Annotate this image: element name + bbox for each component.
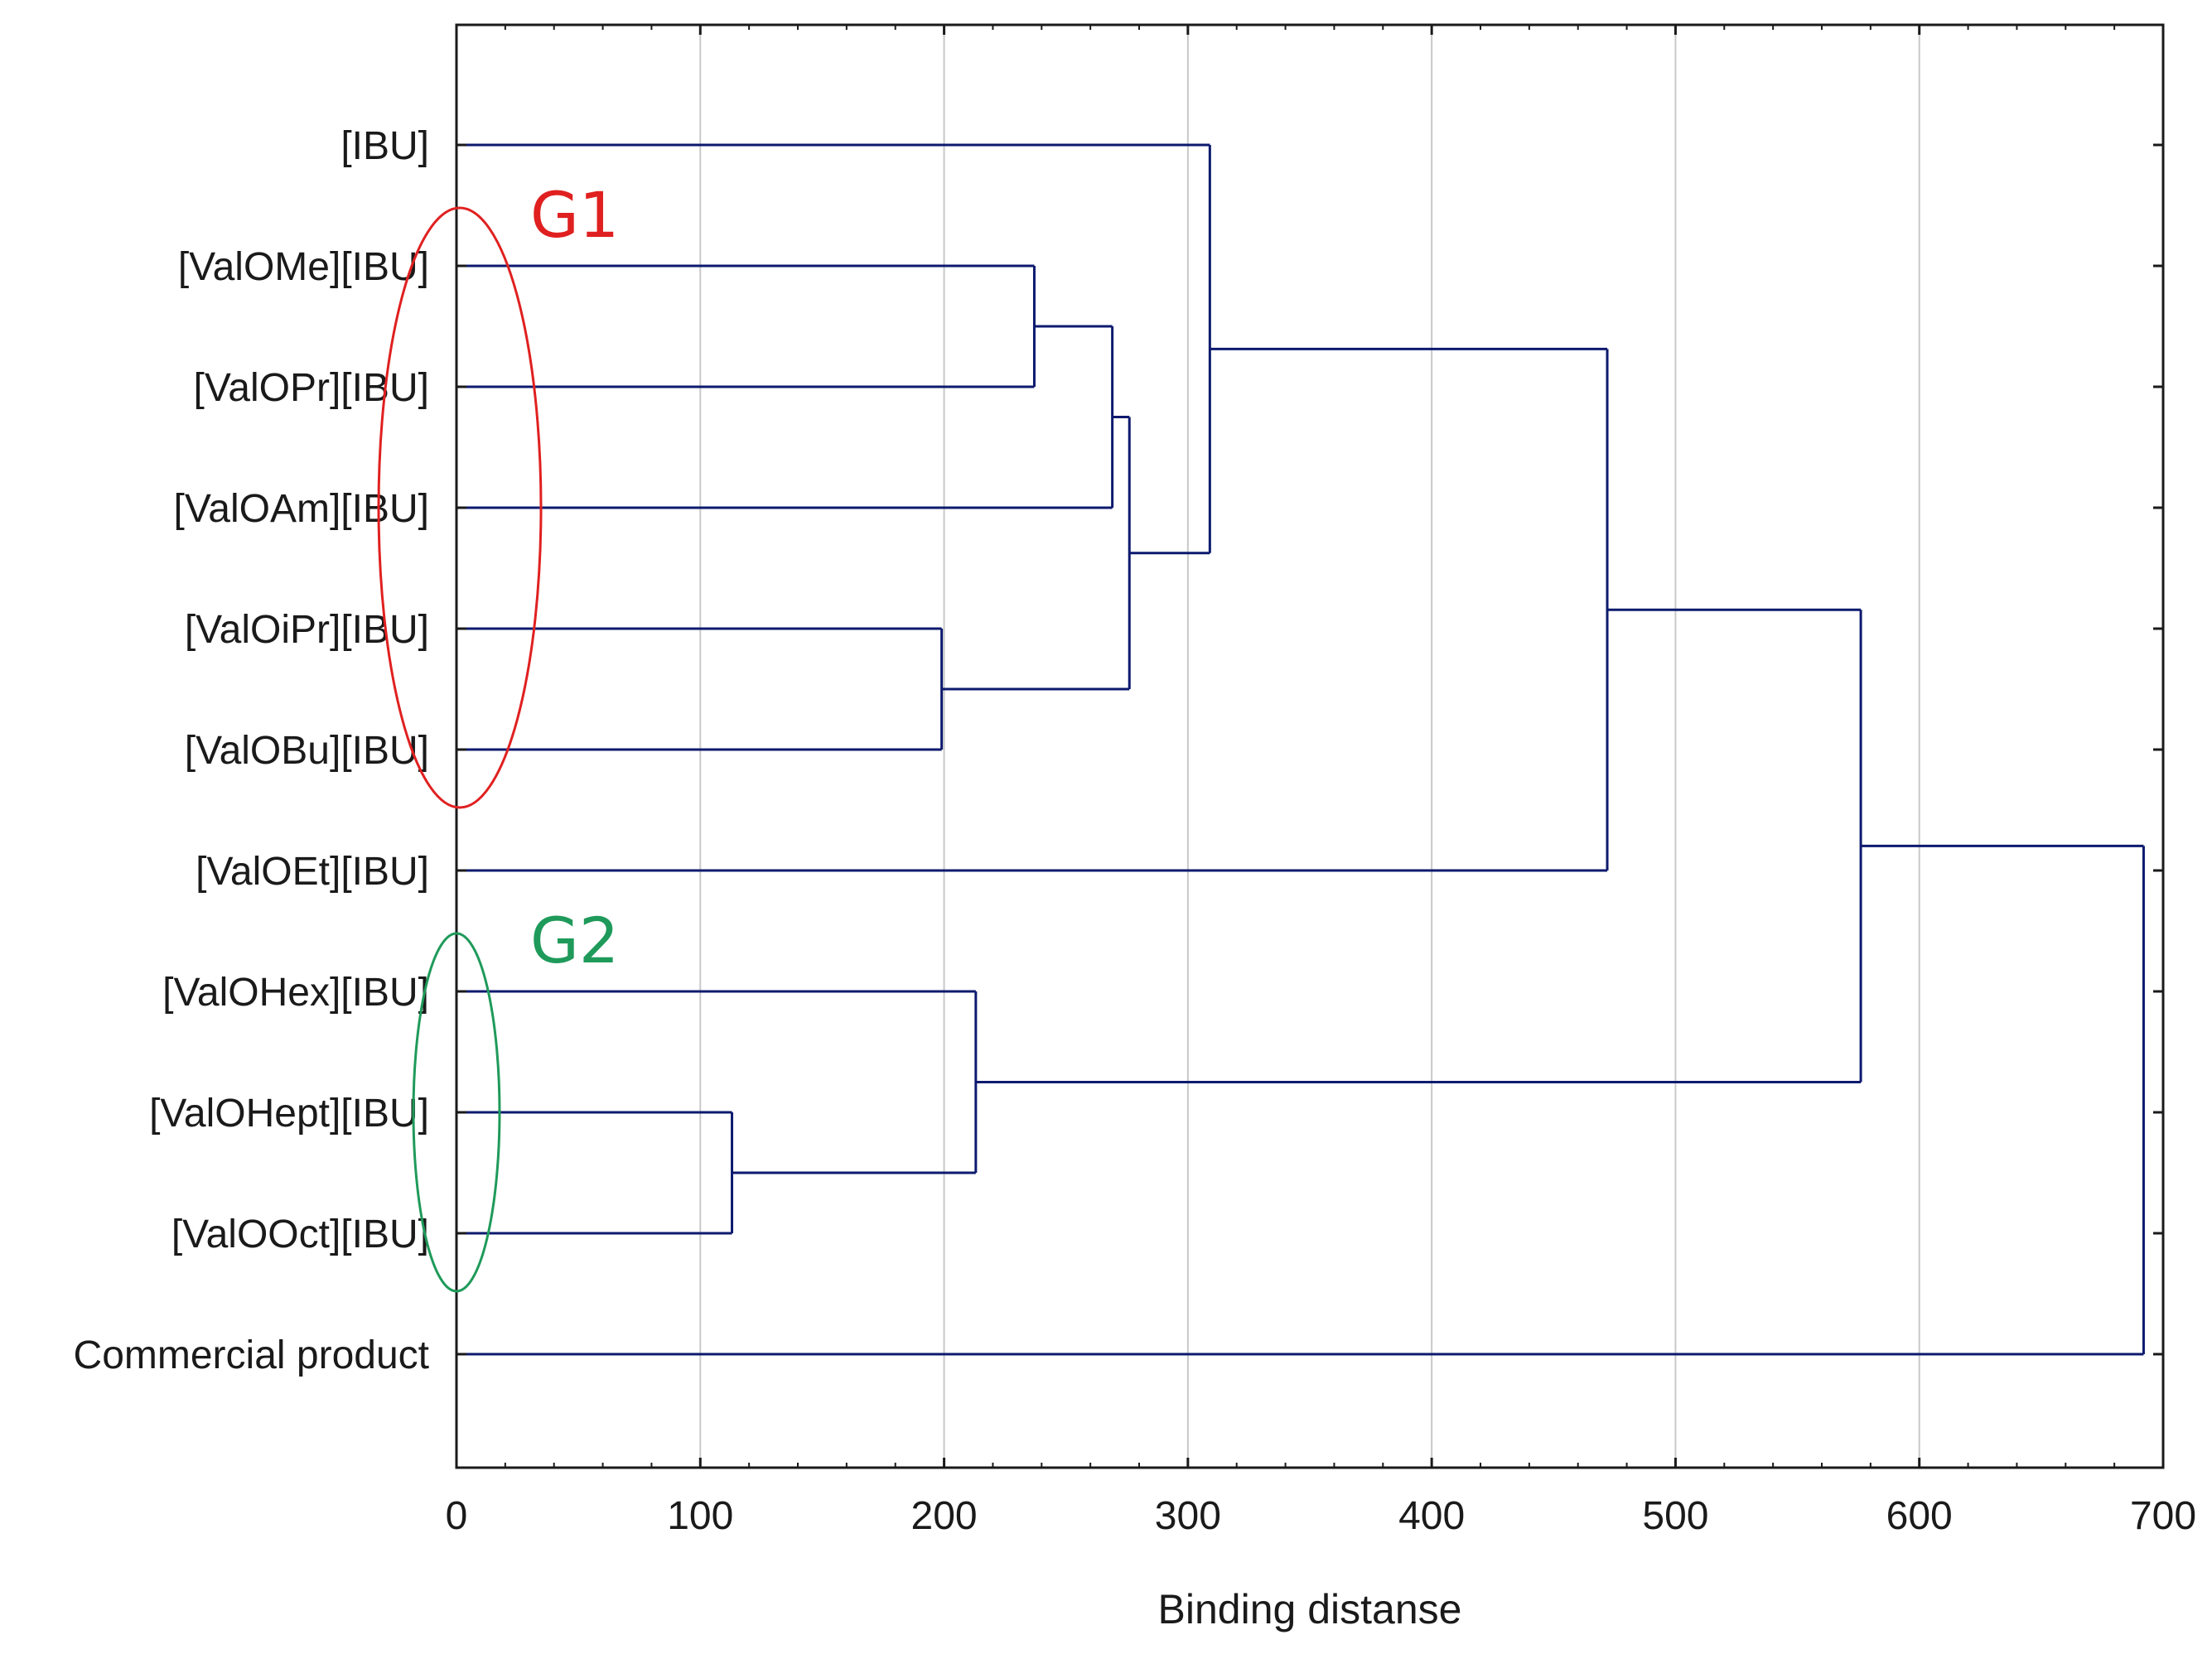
- group-g2-label: G2: [530, 904, 619, 977]
- group-g2-ellipse: [412, 932, 501, 1293]
- leaf-label-6: [ValOEt][IBU]: [196, 850, 429, 894]
- leaf-label-10: Commercial product: [74, 1333, 429, 1377]
- leaf-label-9: [ValOOct][IBU]: [171, 1213, 429, 1256]
- leaf-labels: [IBU] [ValOMe][IBU] [ValOPr][IBU] [ValOAm][…: [74, 124, 429, 1377]
- x-tick-label-400: 400: [1398, 1494, 1465, 1538]
- plot-frame: [455, 23, 2165, 1469]
- x-axis-title: Binding distanse: [1158, 1586, 1462, 1632]
- x-tick-label-600: 600: [1886, 1494, 1953, 1538]
- dendrogram-tree: [456, 143, 2145, 1356]
- x-tick-label-500: 500: [1642, 1494, 1708, 1538]
- leaf-label-5: [ValOBu][IBU]: [185, 729, 429, 773]
- leaf-label-1: [ValOMe][IBU]: [178, 245, 429, 289]
- cluster-groups: G1 G2: [377, 178, 619, 1293]
- x-tick-label-200: 200: [911, 1494, 978, 1538]
- grid-lines: [699, 25, 1920, 1468]
- x-tick-labels: 0 100 200 300 400 500 600 700: [446, 1494, 2196, 1538]
- group-g1-ellipse: [377, 206, 543, 809]
- x-tick-label-100: 100: [667, 1494, 733, 1538]
- axis-ticks: [455, 25, 2165, 1468]
- group-g1-label: G1: [530, 178, 619, 252]
- leaf-label-7: [ValOHex][IBU]: [162, 971, 429, 1015]
- leaf-label-8: [ValOHept][IBU]: [149, 1092, 429, 1136]
- leaf-label-2: [ValOPr][IBU]: [193, 366, 429, 410]
- x-tick-label-0: 0: [446, 1494, 468, 1538]
- x-tick-label-300: 300: [1155, 1494, 1221, 1538]
- leaf-label-3: [ValOAm][IBU]: [173, 487, 429, 531]
- leaf-label-0: [IBU]: [340, 124, 429, 168]
- x-tick-label-700: 700: [2130, 1494, 2196, 1538]
- leaf-label-4: [ValOiPr][IBU]: [185, 608, 429, 652]
